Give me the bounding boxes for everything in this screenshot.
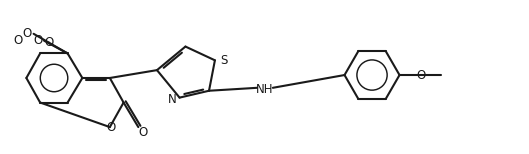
Text: N: N: [168, 93, 177, 106]
Text: O: O: [106, 121, 115, 134]
Text: S: S: [220, 54, 227, 67]
Text: O: O: [13, 34, 22, 47]
Text: O: O: [416, 69, 426, 81]
Text: O: O: [34, 34, 43, 47]
Text: O: O: [138, 126, 148, 139]
Text: NH: NH: [256, 83, 273, 96]
Text: O: O: [44, 36, 53, 49]
Text: O: O: [22, 27, 32, 40]
